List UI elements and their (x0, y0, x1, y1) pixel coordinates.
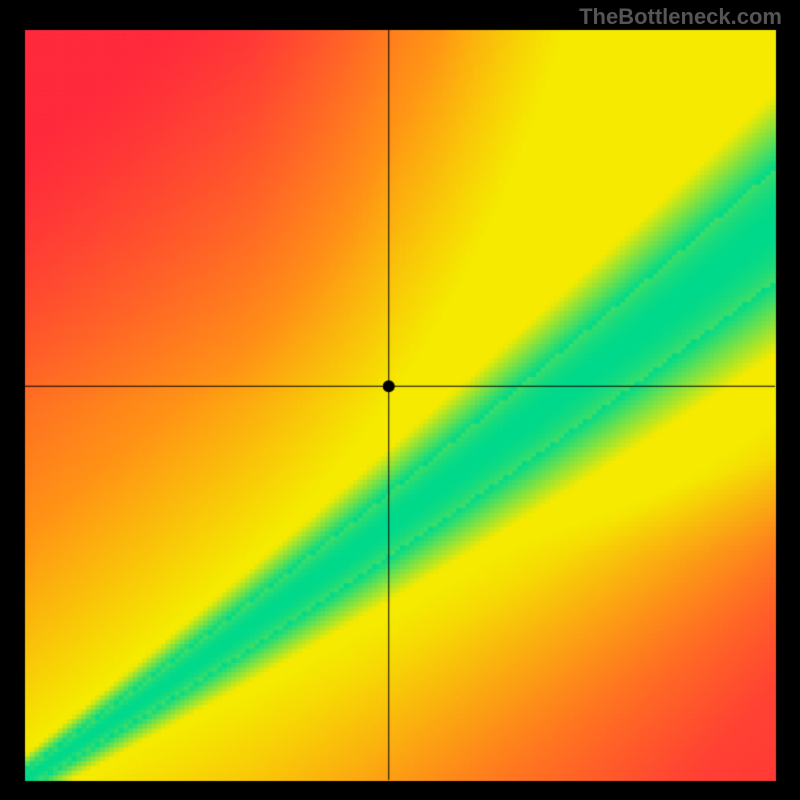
chart-container: TheBottleneck.com (0, 0, 800, 800)
watermark-text: TheBottleneck.com (579, 4, 782, 30)
bottleneck-heatmap (0, 0, 800, 800)
